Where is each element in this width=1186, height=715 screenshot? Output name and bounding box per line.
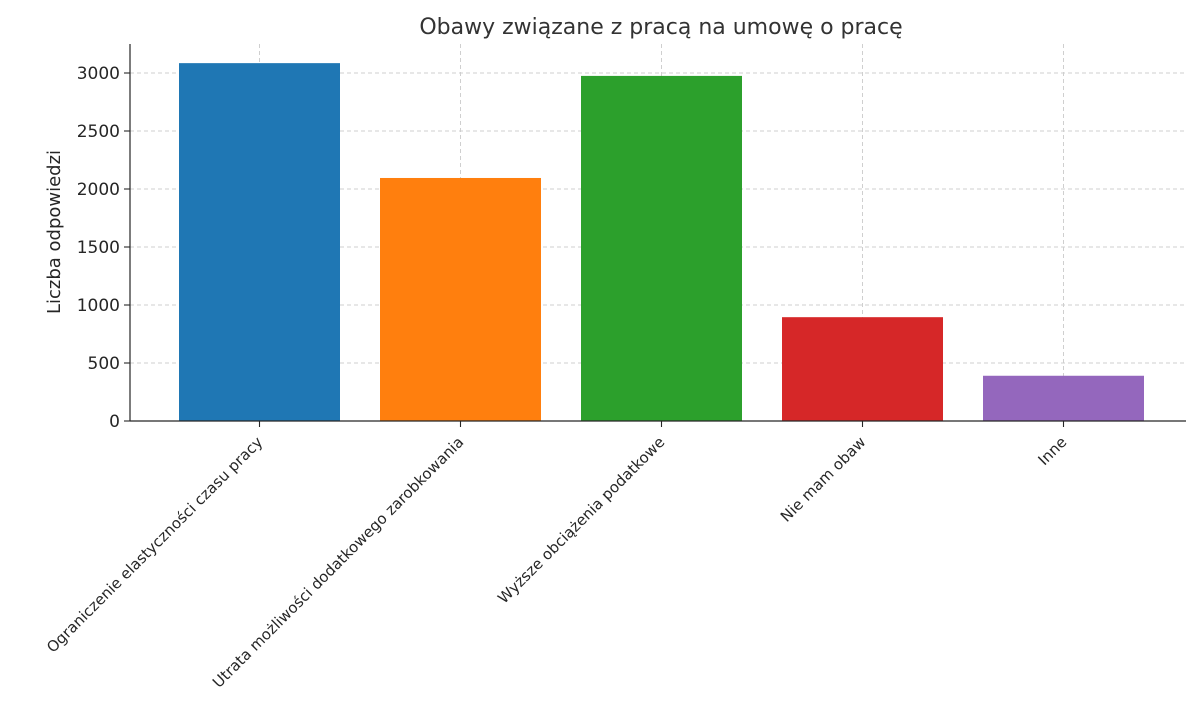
- bar: [179, 63, 340, 421]
- bar: [581, 75, 742, 422]
- bar: [983, 375, 1144, 421]
- y-tick-label: 1500: [77, 238, 120, 258]
- y-tick-label: 2500: [77, 122, 120, 142]
- x-tick-label: Inne: [1034, 433, 1070, 469]
- bar: [380, 177, 541, 421]
- axes: [129, 44, 1186, 422]
- chart-title: Obawy związane z pracą na umowę o pracę: [419, 15, 902, 40]
- x-axis-ticks: Ograniczenie elastyczności czasu pracyUt…: [43, 421, 1070, 691]
- bars: [179, 63, 1144, 422]
- y-tick-label: 3000: [77, 64, 120, 84]
- y-tick-label: 2000: [77, 180, 120, 200]
- x-tick-label: Utrata możliwości dodatkowego zarobkowan…: [209, 433, 467, 691]
- bar: [782, 317, 943, 421]
- y-axis-title: Liczba odpowiedzi: [44, 150, 65, 314]
- x-tick-label: Ograniczenie elastyczności czasu pracy: [43, 433, 266, 656]
- x-tick-label: Nie mam obaw: [777, 433, 869, 525]
- y-axis-ticks: 0 500 1000 1500 2000 2500 3000: [77, 64, 130, 432]
- y-tick-label: 0: [109, 412, 120, 432]
- y-tick-label: 1000: [77, 296, 120, 316]
- x-tick-label: Wyższe obciążenia podatkowe: [494, 433, 668, 607]
- y-tick-label: 500: [88, 354, 120, 374]
